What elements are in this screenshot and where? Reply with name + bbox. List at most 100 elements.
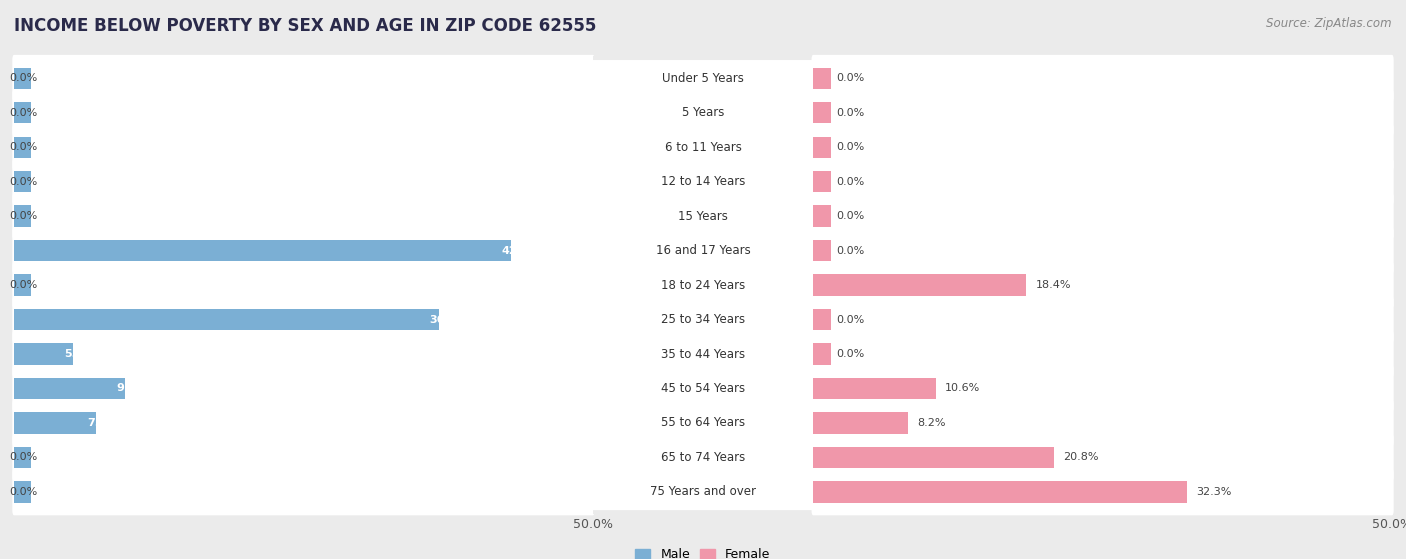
Bar	[14, 240, 510, 261]
FancyBboxPatch shape	[811, 193, 1393, 240]
Text: 0.0%: 0.0%	[8, 280, 37, 290]
FancyBboxPatch shape	[593, 163, 813, 200]
Text: 0.0%: 0.0%	[837, 315, 865, 325]
FancyBboxPatch shape	[13, 262, 595, 309]
FancyBboxPatch shape	[593, 370, 813, 407]
FancyBboxPatch shape	[811, 158, 1393, 205]
FancyBboxPatch shape	[13, 55, 595, 102]
FancyBboxPatch shape	[811, 227, 1393, 274]
Text: 0.0%: 0.0%	[837, 73, 865, 83]
Bar	[14, 206, 31, 227]
FancyBboxPatch shape	[593, 198, 813, 234]
FancyBboxPatch shape	[13, 193, 595, 240]
Text: 5.1%: 5.1%	[63, 349, 94, 359]
FancyBboxPatch shape	[13, 227, 595, 274]
FancyBboxPatch shape	[811, 400, 1393, 447]
FancyBboxPatch shape	[811, 262, 1393, 309]
FancyBboxPatch shape	[13, 158, 595, 205]
Bar	[813, 447, 1054, 468]
Bar	[14, 274, 31, 296]
Text: 6 to 11 Years: 6 to 11 Years	[665, 141, 741, 154]
Bar	[813, 378, 936, 399]
Bar	[813, 102, 831, 124]
FancyBboxPatch shape	[811, 434, 1393, 481]
Bar	[14, 309, 439, 330]
FancyBboxPatch shape	[593, 405, 813, 441]
Bar	[14, 413, 96, 434]
FancyBboxPatch shape	[811, 365, 1393, 412]
FancyBboxPatch shape	[13, 89, 595, 136]
FancyBboxPatch shape	[811, 55, 1393, 102]
Bar	[813, 68, 831, 89]
Text: 8.2%: 8.2%	[917, 418, 946, 428]
Text: 15 Years: 15 Years	[678, 210, 728, 222]
FancyBboxPatch shape	[13, 434, 595, 481]
Text: 55 to 64 Years: 55 to 64 Years	[661, 416, 745, 429]
Text: 0.0%: 0.0%	[837, 142, 865, 152]
FancyBboxPatch shape	[593, 439, 813, 476]
Bar	[813, 481, 1187, 503]
Bar	[14, 136, 31, 158]
Text: 0.0%: 0.0%	[8, 487, 37, 497]
Text: 0.0%: 0.0%	[8, 211, 37, 221]
Text: 0.0%: 0.0%	[837, 177, 865, 187]
Text: 18 to 24 Years: 18 to 24 Years	[661, 278, 745, 292]
Text: 0.0%: 0.0%	[8, 73, 37, 83]
Text: 9.6%: 9.6%	[115, 383, 148, 394]
Text: 75 Years and over: 75 Years and over	[650, 485, 756, 499]
FancyBboxPatch shape	[13, 365, 595, 412]
FancyBboxPatch shape	[13, 124, 595, 170]
FancyBboxPatch shape	[13, 296, 595, 343]
Bar	[813, 171, 831, 192]
Text: 10.6%: 10.6%	[945, 383, 980, 394]
FancyBboxPatch shape	[811, 89, 1393, 136]
Text: 0.0%: 0.0%	[837, 108, 865, 118]
FancyBboxPatch shape	[811, 296, 1393, 343]
Bar	[14, 171, 31, 192]
Text: 12 to 14 Years: 12 to 14 Years	[661, 175, 745, 188]
Text: 18.4%: 18.4%	[1035, 280, 1071, 290]
Text: INCOME BELOW POVERTY BY SEX AND AGE IN ZIP CODE 62555: INCOME BELOW POVERTY BY SEX AND AGE IN Z…	[14, 17, 596, 35]
Text: 32.3%: 32.3%	[1197, 487, 1232, 497]
FancyBboxPatch shape	[593, 94, 813, 131]
Bar	[14, 102, 31, 124]
Bar	[14, 68, 31, 89]
Text: 0.0%: 0.0%	[8, 108, 37, 118]
FancyBboxPatch shape	[811, 124, 1393, 170]
Bar	[813, 136, 831, 158]
Bar	[813, 343, 831, 364]
Bar	[14, 447, 31, 468]
Bar	[14, 343, 73, 364]
FancyBboxPatch shape	[811, 468, 1393, 515]
Text: 36.7%: 36.7%	[430, 315, 468, 325]
Text: 45 to 54 Years: 45 to 54 Years	[661, 382, 745, 395]
Text: 0.0%: 0.0%	[837, 245, 865, 255]
Bar	[813, 240, 831, 261]
Legend: Male, Female: Male, Female	[630, 543, 776, 559]
FancyBboxPatch shape	[593, 129, 813, 165]
Bar	[14, 481, 31, 503]
FancyBboxPatch shape	[593, 267, 813, 304]
FancyBboxPatch shape	[13, 400, 595, 447]
FancyBboxPatch shape	[593, 336, 813, 372]
Text: 7.1%: 7.1%	[87, 418, 118, 428]
Text: 0.0%: 0.0%	[8, 177, 37, 187]
Bar	[813, 206, 831, 227]
Text: Under 5 Years: Under 5 Years	[662, 72, 744, 85]
Text: 16 and 17 Years: 16 and 17 Years	[655, 244, 751, 257]
Bar	[813, 274, 1026, 296]
FancyBboxPatch shape	[593, 301, 813, 338]
Text: 42.9%: 42.9%	[502, 245, 540, 255]
FancyBboxPatch shape	[593, 60, 813, 97]
FancyBboxPatch shape	[13, 330, 595, 377]
Text: 0.0%: 0.0%	[837, 211, 865, 221]
Text: 0.0%: 0.0%	[8, 452, 37, 462]
Text: Source: ZipAtlas.com: Source: ZipAtlas.com	[1267, 17, 1392, 30]
Bar	[813, 413, 908, 434]
FancyBboxPatch shape	[811, 330, 1393, 377]
Text: 0.0%: 0.0%	[837, 349, 865, 359]
Text: 0.0%: 0.0%	[8, 142, 37, 152]
Text: 35 to 44 Years: 35 to 44 Years	[661, 348, 745, 361]
FancyBboxPatch shape	[593, 233, 813, 269]
Text: 20.8%: 20.8%	[1063, 452, 1098, 462]
